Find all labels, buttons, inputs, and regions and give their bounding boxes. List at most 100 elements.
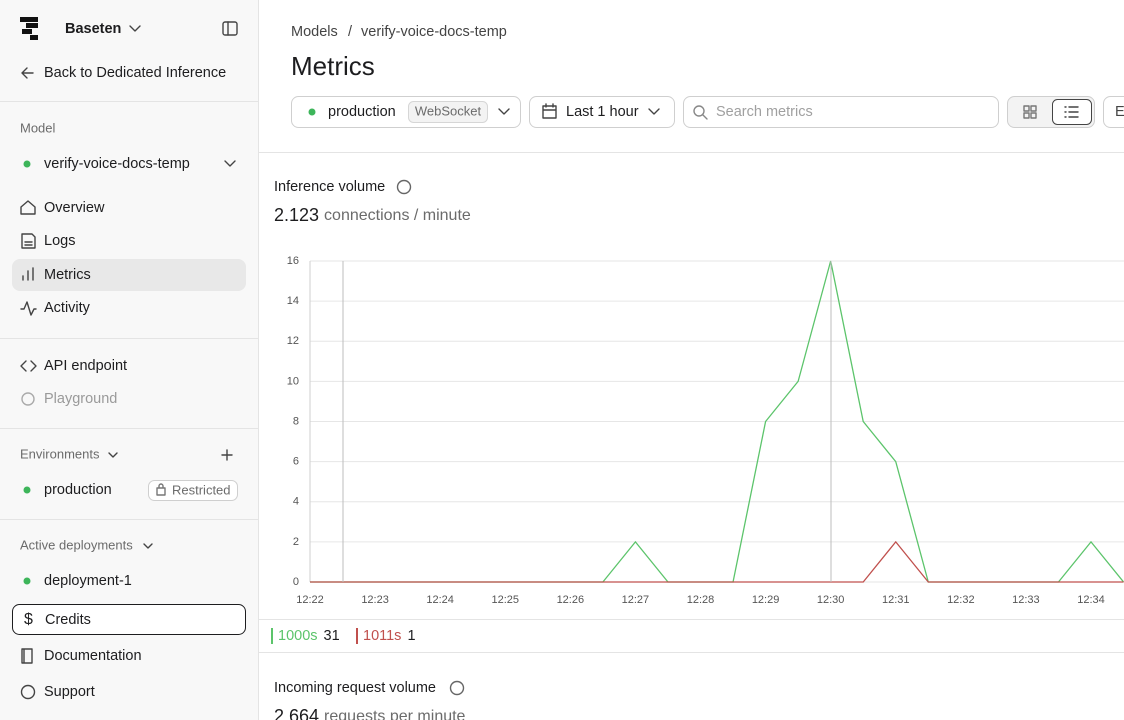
select-text: production <box>328 104 396 120</box>
icon-metrics <box>22 267 34 281</box>
badge <box>148 480 238 501</box>
headline-value: 2.664 <box>274 706 319 720</box>
icon-book <box>21 648 33 664</box>
environment-item[interactable]: production <box>44 482 112 498</box>
x-tick-label: 12:32 <box>947 594 975 606</box>
x-tick-label: 12:26 <box>557 594 585 606</box>
section-label: Model <box>20 120 56 135</box>
icon-search <box>702 114 708 120</box>
cut-button-text: E <box>1115 104 1124 120</box>
x-tick-label: 12:34 <box>1077 594 1105 606</box>
icon-list <box>1064 106 1079 118</box>
x-tick-label: 12:31 <box>882 594 910 606</box>
logo[interactable] <box>20 17 38 40</box>
icon-logs <box>21 233 36 249</box>
back-arrow <box>21 67 34 79</box>
series-line <box>310 540 1124 583</box>
x-tick-label: 12:28 <box>687 594 715 606</box>
badge <box>408 101 488 123</box>
legend-total: 1 <box>407 628 415 644</box>
nav-item[interactable]: Overview <box>44 200 105 216</box>
select-text: Last 1 hour <box>566 104 639 120</box>
sidebar-toggle[interactable] <box>222 21 238 36</box>
deployment-item[interactable]: deployment-1 <box>44 573 132 589</box>
chevron <box>648 108 660 115</box>
icon-lock <box>156 483 166 496</box>
legend-entry: 1000s 31 <box>278 628 340 644</box>
chart-headline: 2.123 connections / minute <box>274 205 471 225</box>
y-tick-label: 2 <box>293 536 299 548</box>
nav-item-disabled: Playground <box>44 391 117 407</box>
chart-title: Incoming request volume <box>274 680 436 696</box>
icon-code <box>20 360 37 372</box>
icon-calendar <box>542 103 557 119</box>
badge-text: WebSocket <box>415 103 482 118</box>
breadcrumb-item[interactable]: verify-voice-docs-temp <box>361 24 507 40</box>
x-tick-label: 12:25 <box>491 594 519 606</box>
status-dot <box>23 160 31 168</box>
nav-item[interactable]: Activity <box>44 300 91 316</box>
x-tick-label: 12:33 <box>1012 594 1040 606</box>
y-tick-label: 4 <box>293 496 299 508</box>
x-tick-label: 12:29 <box>752 594 780 606</box>
add-button[interactable] <box>221 449 233 461</box>
legend-swatch <box>271 628 273 644</box>
chart-headline: 2.664 requests per minute <box>274 706 466 720</box>
icon-info[interactable] <box>449 680 465 696</box>
footer-item[interactable]: Support <box>44 684 95 700</box>
chevron[interactable] <box>129 25 141 32</box>
icon-info[interactable] <box>396 179 412 195</box>
legend-name: 1000s <box>278 628 318 644</box>
breadcrumb-item[interactable]: Models <box>291 24 338 40</box>
x-tick-label: 12:24 <box>426 594 454 606</box>
icon-dollar: $ <box>24 611 33 628</box>
headline-value: 2.123 <box>274 205 319 225</box>
nav-item[interactable]: Metrics <box>44 267 91 283</box>
legend-entry: 1011s 1 <box>363 628 416 644</box>
breadcrumb-separator: / <box>348 24 353 40</box>
legend-name: 1011s <box>363 628 401 644</box>
x-tick-label: 12:27 <box>622 594 650 606</box>
model-select[interactable]: verify-voice-docs-temp <box>44 156 190 172</box>
org-name[interactable]: Baseten <box>65 21 121 37</box>
legend-swatch <box>356 628 358 644</box>
status-dot <box>23 577 31 585</box>
icon-home <box>20 200 36 215</box>
y-tick-label: 8 <box>293 415 299 427</box>
search-placeholder: Search metrics <box>716 104 813 120</box>
y-tick-label: 10 <box>287 375 299 387</box>
chevron <box>498 108 510 115</box>
chevron[interactable] <box>108 452 118 458</box>
x-tick-label: 12:23 <box>361 594 389 606</box>
x-tick-label: 12:30 <box>817 594 845 606</box>
plot: 0 2 4 6 8 10 12 14 16 12:22 12:23 12:24 12:25 12:26 12… <box>287 255 1124 606</box>
page-title: Metrics <box>291 51 375 81</box>
y-tick-label: 14 <box>287 295 299 307</box>
icon-help <box>20 684 36 700</box>
footer-item[interactable]: Credits <box>45 612 91 628</box>
active-nav <box>12 259 246 291</box>
footer-item[interactable]: Documentation <box>44 648 142 664</box>
icon-activity <box>20 301 37 316</box>
status-dot <box>23 486 31 494</box>
legend: 1000s 31 1011s 1 <box>271 628 416 644</box>
y-tick-label: 0 <box>293 576 299 588</box>
chevron[interactable] <box>143 543 153 549</box>
y-tick-label: 12 <box>287 335 299 347</box>
grid-view-button[interactable] <box>1023 105 1037 119</box>
time-select[interactable] <box>529 96 675 128</box>
credits-button[interactable] <box>12 604 246 635</box>
badge-text: Restricted <box>172 482 231 497</box>
nav-item[interactable]: Logs <box>44 233 75 249</box>
icon-chat <box>21 392 35 406</box>
section-label: Environments <box>20 446 100 461</box>
chevron[interactable] <box>224 160 236 167</box>
nav-item[interactable]: API endpoint <box>44 358 127 374</box>
status-dot <box>308 108 316 116</box>
sidebar <box>0 0 258 720</box>
y-tick-label: 6 <box>293 456 299 468</box>
chart-title: Inference volume <box>274 179 385 195</box>
back-link[interactable]: Back to Dedicated Inference <box>44 65 226 81</box>
search-input[interactable] <box>683 96 999 128</box>
